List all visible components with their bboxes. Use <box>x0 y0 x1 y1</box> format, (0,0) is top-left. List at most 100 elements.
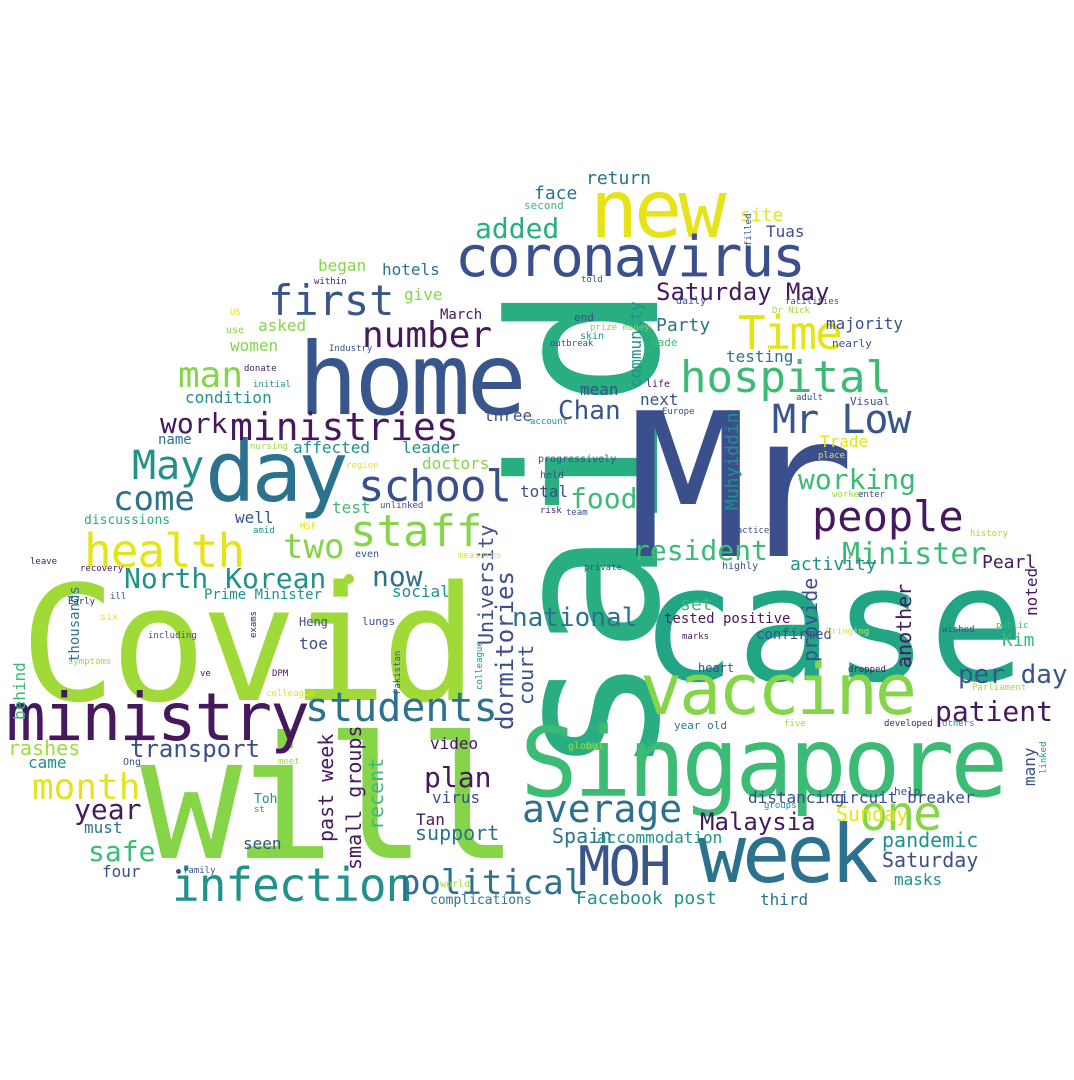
word-political: political <box>400 863 585 903</box>
word-practices: unlinked <box>380 501 424 511</box>
word-first: first <box>268 276 395 325</box>
word-seen: virus <box>432 788 481 807</box>
word-people: people <box>812 492 964 541</box>
word-recent: recent <box>364 757 388 830</box>
word-plan: plan <box>424 761 492 794</box>
word-singapore: Singapore <box>520 707 1008 819</box>
word-transport: transport <box>130 735 261 763</box>
word-per-day: per day <box>958 660 1068 690</box>
word-mr: Mr <box>628 371 855 604</box>
word-virus: Tan <box>416 810 445 829</box>
word-testing: Trade <box>820 432 869 451</box>
word-colleague: colleague <box>475 641 485 690</box>
word-well: well <box>235 508 274 527</box>
word-must: four <box>102 862 141 881</box>
word-family: within <box>314 277 347 287</box>
word-tan: circuit breaker <box>830 788 975 807</box>
word-circuit-breaker: Facebook post <box>576 888 717 909</box>
word-us: use <box>226 325 245 336</box>
word-time: Time <box>738 306 843 360</box>
word-toe: toe <box>299 634 328 653</box>
word-statement: behind <box>10 662 29 720</box>
word-students: students <box>305 685 498 731</box>
word-masks: many <box>1020 747 1039 786</box>
word-exams: including <box>148 631 197 641</box>
word-national: national <box>512 603 638 633</box>
word-mean: three <box>484 406 533 425</box>
word-history: developed <box>884 719 933 729</box>
word-social: social <box>392 582 450 601</box>
word-total: testing <box>726 347 794 366</box>
word-come: come <box>113 479 195 519</box>
word-affected: affected <box>293 438 371 457</box>
word-accommodation: third <box>760 890 809 909</box>
word-held: worker <box>832 490 865 500</box>
word-within: US <box>230 308 241 318</box>
word-dpm: Pakistan <box>393 650 403 694</box>
word-began: began <box>318 256 367 275</box>
word-made: life <box>646 379 671 390</box>
word-adult: Europe <box>662 407 695 417</box>
word-community: community <box>626 301 645 388</box>
word-video: distancing <box>748 788 845 807</box>
word-facilities: daily <box>676 296 707 307</box>
word-team: risk <box>540 506 562 516</box>
word-thousands: Ong <box>123 757 142 768</box>
word-ministries: ministries <box>230 405 459 449</box>
word-asked: asked <box>258 316 307 335</box>
word-new: new <box>590 163 726 256</box>
word-now: now <box>372 560 423 593</box>
word-private: bringing <box>826 627 870 637</box>
word-party: majority <box>826 314 904 333</box>
word-saturday-may: Saturday May <box>656 278 830 306</box>
word-five: global <box>568 741 605 752</box>
word-day: day <box>205 423 349 521</box>
word-muhyiddin: Muhyiddin <box>722 412 743 510</box>
word-women: women <box>230 336 279 355</box>
word-heng: Heng <box>299 615 328 629</box>
word-told: filled <box>744 213 754 246</box>
word-vaccine: vaccine <box>640 649 917 731</box>
word-return: return <box>586 168 652 189</box>
word-filled: Dr Nick <box>772 306 810 316</box>
word-industry: donate <box>244 364 277 374</box>
word-region: MSF <box>300 522 317 532</box>
dot-marker <box>344 574 354 584</box>
word-risk: private <box>584 563 622 573</box>
word-saturday: Saturday <box>882 848 979 872</box>
word-home: home <box>298 321 527 438</box>
word-spain: Spain <box>552 824 613 848</box>
word-leader: leader <box>402 438 460 457</box>
word-dr-nick: made <box>651 336 678 349</box>
word-week: week <box>698 808 879 901</box>
word-developed: Parliament <box>972 683 1027 693</box>
word-six: exams <box>249 610 259 638</box>
word-measures: even <box>355 549 380 560</box>
word-pearl: set <box>680 594 713 615</box>
word-unlinked: marks <box>682 632 710 642</box>
word-work: work <box>160 407 228 440</box>
word-many: Kim <box>1002 630 1035 651</box>
word-month: month <box>32 767 141 808</box>
word-patient: patient <box>935 695 1054 728</box>
word-ong: must <box>84 818 123 837</box>
word-account: held <box>540 470 565 481</box>
word-even: Early <box>68 597 96 607</box>
word-linked: groups <box>764 801 797 811</box>
word-worker: male <box>769 513 780 538</box>
dot-marker-small <box>176 869 181 874</box>
word-covid: Covid <box>20 551 478 738</box>
word-court: University <box>474 524 498 645</box>
word-another: another <box>892 583 916 668</box>
word-average: average <box>522 787 683 831</box>
word-life: Visual <box>850 395 890 408</box>
word-nearly: adult <box>796 393 824 403</box>
word-parliament: five <box>784 719 806 729</box>
word-kim: activity <box>790 554 877 575</box>
word-health: health <box>84 524 245 578</box>
word-end: prize money <box>590 323 650 333</box>
word-north-korean: North Korean <box>124 562 327 595</box>
word-set: confirmed <box>756 627 832 643</box>
word-school: school <box>358 461 512 512</box>
word-discussions: discussions <box>84 513 171 528</box>
